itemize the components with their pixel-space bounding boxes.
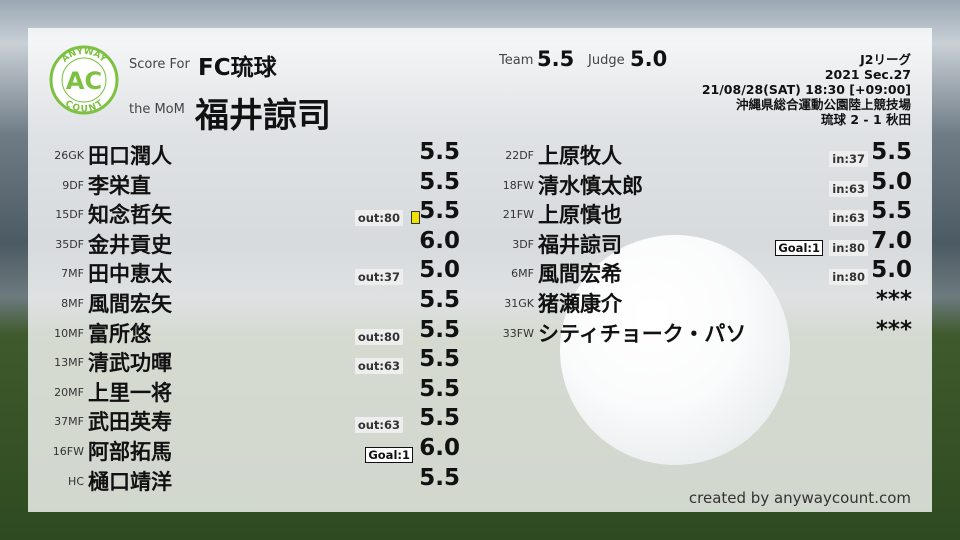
player-number-position: HC	[68, 474, 84, 488]
score-for-label: Score For	[129, 57, 190, 72]
player-score: 5.5	[419, 464, 460, 491]
svg-text:AC: AC	[66, 67, 102, 95]
credit: created by anywaycount.com	[688, 489, 911, 507]
player-score: ***	[875, 287, 912, 313]
substitution-tag: out:63	[354, 417, 403, 434]
player-number-position: 33FW	[502, 326, 534, 340]
team-score: 5.5	[537, 47, 575, 71]
player-score: 5.5	[419, 405, 460, 432]
player-score: 5.0	[419, 257, 460, 284]
substitution-tag: out:37	[354, 269, 403, 286]
player-number-position: 21FW	[502, 208, 534, 222]
goal-badge: Goal:1	[365, 447, 413, 463]
match-info: J2リーグ 2021 Sec.27 21/08/28(SAT) 18:30 [+…	[702, 52, 911, 127]
substitution-tag: in:80	[829, 239, 868, 256]
player-score: 5.5	[419, 375, 460, 402]
mom-label: the MoM	[129, 102, 185, 117]
player-name: 武田英寿	[88, 410, 172, 435]
score-panel	[28, 28, 932, 512]
substitution-tag: out:63	[354, 358, 403, 375]
judge-score-label: Judge	[588, 53, 625, 68]
yellow-card-icon	[411, 211, 420, 225]
player-name: 李栄直	[88, 173, 151, 198]
player-number-position: 16FW	[52, 445, 84, 458]
player-number-position: 18FW	[502, 178, 534, 192]
player-name: 知念哲矢	[88, 203, 172, 228]
player-number-position: 26GK	[54, 149, 84, 162]
player-score: 6.0	[419, 435, 460, 461]
player-name: シティチョーク・パソ	[538, 321, 747, 346]
team-name: FC琉球	[198, 55, 277, 81]
substitution-tag: in:80	[829, 269, 868, 286]
player-name: 金井貢史	[88, 232, 172, 257]
judge-score: 5.0	[630, 47, 668, 71]
player-number-position: 9DF	[62, 178, 84, 192]
player-score: 5.5	[419, 346, 460, 373]
mom-name: 福井諒司	[195, 96, 331, 136]
player-name: 田口潤人	[88, 144, 172, 168]
player-score: 5.5	[871, 139, 912, 165]
player-score: 5.5	[419, 198, 460, 225]
league: J2リーグ	[860, 52, 911, 67]
player-name: 田中恵太	[88, 262, 172, 287]
player-number-position: 8MF	[61, 297, 84, 310]
player-number-position: 35DF	[55, 237, 84, 251]
substitution-tag: out:80	[354, 210, 403, 227]
match-result: 琉球 2 - 1 秋田	[821, 112, 911, 127]
player-name: 福井諒司	[538, 232, 622, 257]
anywaycount-logo: ANYWAY COUNT AC	[49, 45, 119, 115]
player-name: 樋口靖洋	[88, 469, 172, 494]
section: 2021 Sec.27	[824, 67, 911, 82]
match-datetime: 21/08/28(SAT) 18:30 [+09:00]	[701, 82, 911, 97]
player-score: 5.5	[419, 287, 460, 313]
player-number-position: 20MF	[54, 385, 84, 399]
substitution-tag: in:63	[829, 210, 868, 227]
substitution-tag: in:37	[829, 151, 868, 167]
player-number-position: 3DF	[512, 237, 534, 251]
player-score: ***	[875, 316, 912, 343]
player-name: 上原牧人	[538, 144, 622, 168]
goal-badge: Goal:1	[775, 239, 823, 256]
venue: 沖縄県総合運動公園陸上競技場	[735, 97, 911, 112]
player-name: 上里一将	[88, 380, 172, 405]
player-name: 風間宏矢	[88, 292, 172, 316]
player-number-position: 7MF	[61, 267, 84, 281]
player-score: 5.5	[419, 168, 460, 195]
player-name: 風間宏希	[538, 262, 622, 287]
player-score: 5.0	[871, 257, 912, 284]
player-name: 清武功暉	[88, 351, 172, 376]
substitution-tag: out:80	[354, 328, 403, 345]
player-number-position: 22DF	[505, 149, 534, 162]
player-number-position: 31GK	[504, 297, 534, 310]
substitution-tag: in:63	[829, 180, 868, 197]
player-number-position: 13MF	[54, 356, 84, 370]
player-score: 5.5	[871, 198, 912, 225]
player-score: 6.0	[419, 227, 460, 254]
svg-text:COUNT: COUNT	[63, 98, 106, 114]
team-score-label: Team	[499, 53, 534, 68]
player-score: 7.0	[871, 227, 912, 254]
player-name: 猪瀬康介	[538, 292, 622, 316]
player-name: 清水慎太郎	[538, 173, 643, 198]
player-name: 上原慎也	[538, 203, 622, 228]
player-name: 阿部拓馬	[88, 440, 172, 464]
player-number-position: 6MF	[511, 267, 534, 281]
player-number-position: 15DF	[55, 208, 84, 222]
player-number-position: 10MF	[54, 326, 84, 340]
player-name: 富所悠	[88, 321, 151, 346]
player-score: 5.0	[871, 168, 912, 195]
player-score: 5.5	[419, 316, 460, 343]
player-score: 5.5	[419, 139, 460, 165]
player-number-position: 37MF	[54, 415, 84, 429]
